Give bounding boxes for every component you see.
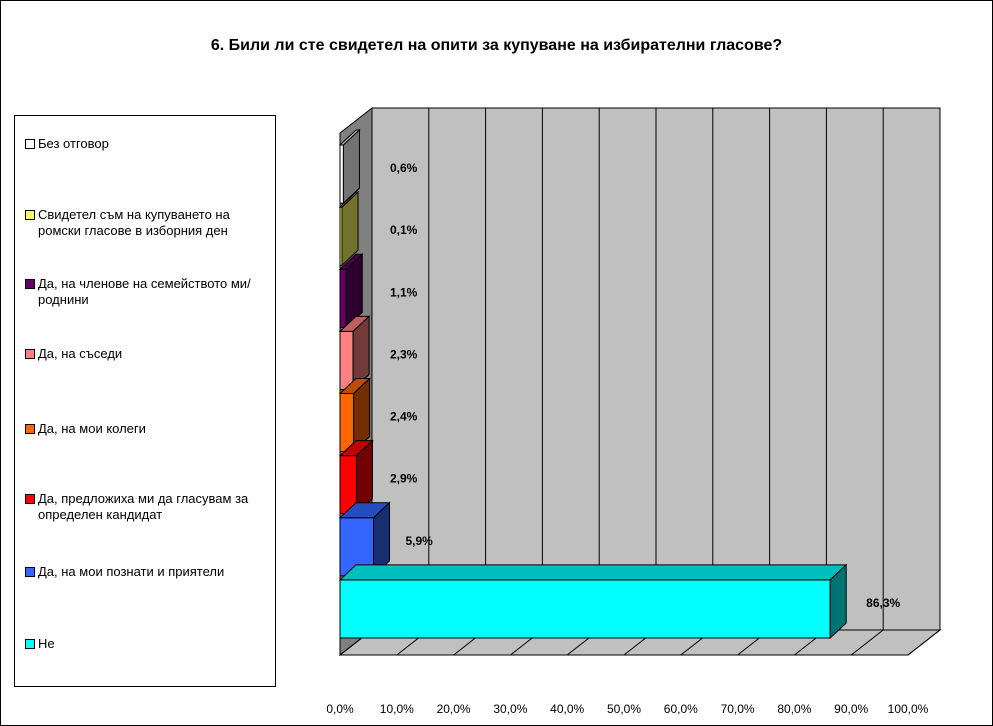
- bar-side-face: [345, 253, 363, 329]
- legend-swatch: [25, 494, 35, 504]
- legend-item: Да, на мои познати и приятели: [25, 564, 270, 580]
- legend-item: Без отговор: [25, 136, 270, 152]
- bar-side-face: [353, 377, 371, 453]
- legend-label: Да, предложиха ми да гласувам за определ…: [38, 491, 249, 522]
- bar-side-face: [355, 439, 373, 515]
- legend-item: Не: [25, 636, 270, 652]
- legend-swatch: [25, 210, 35, 220]
- data-label: 2,4%: [390, 410, 418, 424]
- bar: [339, 393, 355, 453]
- bar-side-face: [341, 190, 359, 267]
- legend-swatch: [25, 139, 35, 149]
- legend-label: Да, на мои познати и приятели: [38, 564, 225, 579]
- x-tick-label: 60,0%: [664, 702, 698, 716]
- data-label: 0,1%: [390, 223, 418, 237]
- legend-swatch: [25, 349, 35, 359]
- x-tick-label: 40,0%: [550, 702, 584, 716]
- legend-item: Да, предложиха ми да гласувам за определ…: [25, 491, 270, 523]
- chart-title: 6. Били ли сте свидетел на опити за купу…: [210, 37, 783, 54]
- legend-swatch: [25, 639, 35, 649]
- bar: [339, 579, 831, 639]
- floor-gridline: [850, 629, 884, 656]
- data-label: 1,1%: [390, 285, 418, 299]
- bar-side-face: [373, 501, 391, 578]
- data-label: 2,9%: [390, 472, 418, 486]
- legend-item: Да, на мои колеги: [25, 421, 270, 437]
- legend-label: Да, на съседи: [38, 346, 123, 361]
- x-tick-label: 70,0%: [721, 702, 755, 716]
- data-label: 86,3%: [866, 596, 900, 610]
- bar-side-face: [342, 128, 360, 205]
- x-tick-label: 0,0%: [326, 702, 354, 716]
- floor-gridline: [907, 629, 941, 656]
- x-tick-label: 30,0%: [493, 702, 527, 716]
- legend-item: Да, на членове на семейството ми/ роднин…: [25, 276, 270, 308]
- x-tick-label: 100,0%: [888, 702, 929, 716]
- legend-swatch: [25, 279, 35, 289]
- legend-label: Да, на мои колеги: [38, 421, 146, 436]
- legend-label: Не: [38, 636, 55, 651]
- bar-side-face: [829, 563, 847, 640]
- bar-side-face: [352, 315, 370, 391]
- bar-top-face: [338, 564, 848, 581]
- bar: [339, 144, 344, 204]
- chart-legend: Без отговор Свидетел съм на купуването на…: [14, 115, 276, 687]
- data-label: 2,3%: [390, 347, 418, 361]
- x-tick-label: 50,0%: [607, 702, 641, 716]
- bar: [339, 330, 354, 390]
- bar: [339, 268, 347, 328]
- legend-swatch: [25, 424, 35, 434]
- legend-label: Свидетел съм на купуването на ромски гла…: [38, 207, 230, 238]
- legend-label: Без отговор: [38, 136, 109, 151]
- x-tick-label: 20,0%: [437, 702, 471, 716]
- data-label: 5,9%: [406, 534, 434, 548]
- x-tick-label: 80,0%: [777, 702, 811, 716]
- x-tick-label: 90,0%: [834, 702, 868, 716]
- legend-swatch: [25, 567, 35, 577]
- legend-item: Да, на съседи: [25, 346, 270, 362]
- legend-label: Да, на членове на семейството ми/ роднин…: [38, 276, 251, 307]
- data-label: 0,6%: [390, 161, 418, 175]
- x-tick-label: 10,0%: [380, 702, 414, 716]
- legend-item: Свидетел съм на купуването на ромски гла…: [25, 207, 270, 239]
